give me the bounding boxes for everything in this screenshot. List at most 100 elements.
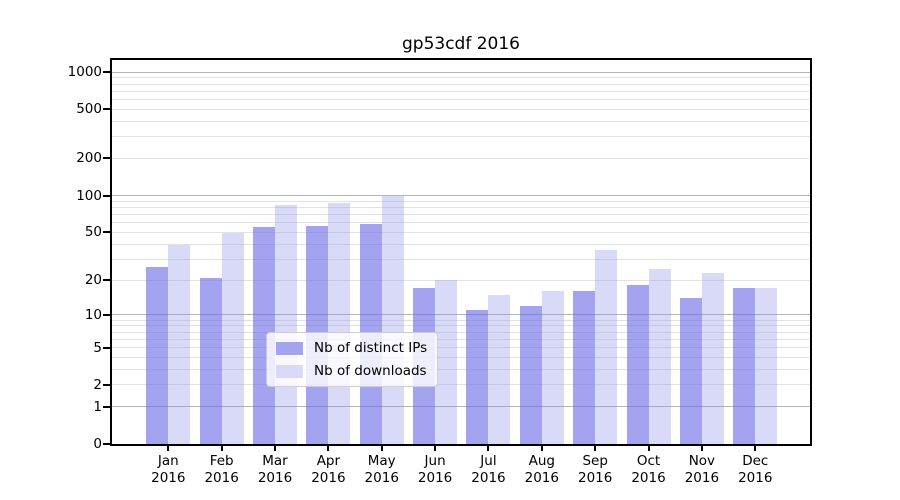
gridline-3 [112,368,810,370]
x-tick-mark-sep [594,446,597,451]
gridline-40 [112,243,810,245]
legend-label-distinct-ips: Nb of distinct IPs [314,340,428,356]
bar-apr-downloads [328,202,351,444]
bar-aug-distinct-ips [519,305,542,444]
y-tick-mark-1000 [103,71,111,73]
gridline-900 [112,77,810,79]
y-tick-mark-20 [103,279,111,282]
gridline-600 [112,98,810,100]
plot-area [112,60,810,444]
gridline-60 [112,222,810,224]
gridline-1000 [112,71,810,73]
y-tick-mark-10 [103,313,111,316]
x-tick-label-dec: Dec 2016 [738,453,773,486]
x-tick-mark-mar [274,446,277,451]
legend-item-distinct-ips: Nb of distinct IPs [276,340,427,356]
x-tick-mark-nov [700,446,703,451]
gridline-100 [112,195,810,196]
y-tick-label-100: 100 [76,187,102,204]
chart-title: gp53cdf 2016 [401,34,520,54]
y-tick-mark-5 [103,346,111,349]
y-tick-label-200: 200 [76,150,102,167]
y-tick-label-0: 0 [93,436,102,452]
gridline-4 [112,356,810,358]
gridline-300 [112,136,810,138]
x-tick-mark-dec [754,446,757,451]
x-tick-label-mar: Mar 2016 [257,453,293,486]
x-tick-mark-aug [540,446,543,451]
bar-feb-downloads [221,233,244,444]
x-tick-mark-feb [220,446,223,451]
y-tick-label-1: 1 [93,398,102,415]
y-tick-label-2: 2 [93,376,102,393]
x-tick-label-jul: Jul 2016 [471,453,506,486]
y-tick-label-10: 10 [84,306,102,323]
gridline-700 [112,90,810,92]
y-tick-mark-100 [103,194,111,197]
legend-label-downloads: Nb of downloads [314,363,427,379]
x-tick-mark-apr [327,446,330,451]
x-tick-mark-may [380,446,383,451]
bar-jun-downloads [435,280,458,444]
bar-jan-downloads [168,245,191,444]
legend: Nb of distinct IPs Nb of downloads [266,332,439,387]
x-tick-mark-jan [167,446,170,451]
bar-aug-downloads [541,291,564,444]
x-tick-label-nov: Nov 2016 [684,453,720,486]
x-tick-label-feb: Feb 2016 [204,453,239,486]
gridline-70 [112,213,810,215]
y-tick-mark-2 [103,383,111,386]
bar-dec-downloads [755,288,778,444]
x-tick-label-jan: Jan 2016 [151,453,186,486]
x-tick-label-sep: Sep 2016 [577,453,613,486]
x-tick-label-oct: Oct 2016 [631,453,666,486]
gridline-10 [112,314,810,316]
bar-sep-distinct-ips [573,291,596,444]
y-tick-label-20: 20 [84,272,102,289]
y-tick-label-5: 5 [93,339,102,356]
gridline-30 [112,258,810,260]
y-tick-mark-1 [103,405,111,408]
legend-swatch-distinct-ips [276,341,303,355]
bar-nov-downloads [701,272,724,444]
gridline-9 [112,319,810,321]
legend-item-downloads: Nb of downloads [276,363,427,379]
gridline-50 [112,231,810,233]
x-tick-label-apr: Apr 2016 [311,453,346,486]
bar-sep-downloads [595,249,618,444]
bar-feb-distinct-ips [199,277,222,444]
x-tick-mark-oct [647,446,650,451]
x-tick-mark-jun [434,446,437,451]
gridline-8 [112,325,810,327]
gridline-80 [112,206,810,208]
gridline-2 [112,384,810,386]
y-tick-mark-500 [103,108,111,111]
gridline-500 [112,108,810,110]
gridline-800 [112,83,810,85]
bar-jul-downloads [488,294,511,444]
bar-jul-distinct-ips [466,310,489,444]
y-tick-label-1000: 1000 [67,64,102,80]
bar-mar-distinct-ips [253,227,276,444]
bar-nov-distinct-ips [679,298,702,444]
gridline-5 [112,347,810,349]
gridline-200 [112,157,810,159]
bar-jan-distinct-ips [146,266,169,444]
bar-may-downloads [381,195,404,444]
bar-oct-downloads [648,268,671,444]
gridline-20 [112,279,810,281]
gridline-6 [112,338,810,340]
legend-swatch-downloads [276,364,303,378]
bar-oct-distinct-ips [626,285,649,444]
gridline-1 [112,406,810,408]
gridline-400 [112,120,810,122]
y-tick-mark-200 [103,157,111,160]
x-tick-label-may: May 2016 [364,453,399,486]
bar-mar-downloads [275,204,298,444]
y-tick-mark-0 [103,443,111,445]
gridline-7 [112,331,810,333]
x-tick-label-aug: Aug 2016 [524,453,559,486]
x-tick-label-jun: Jun 2016 [417,453,453,486]
y-tick-mark-50 [103,231,111,234]
